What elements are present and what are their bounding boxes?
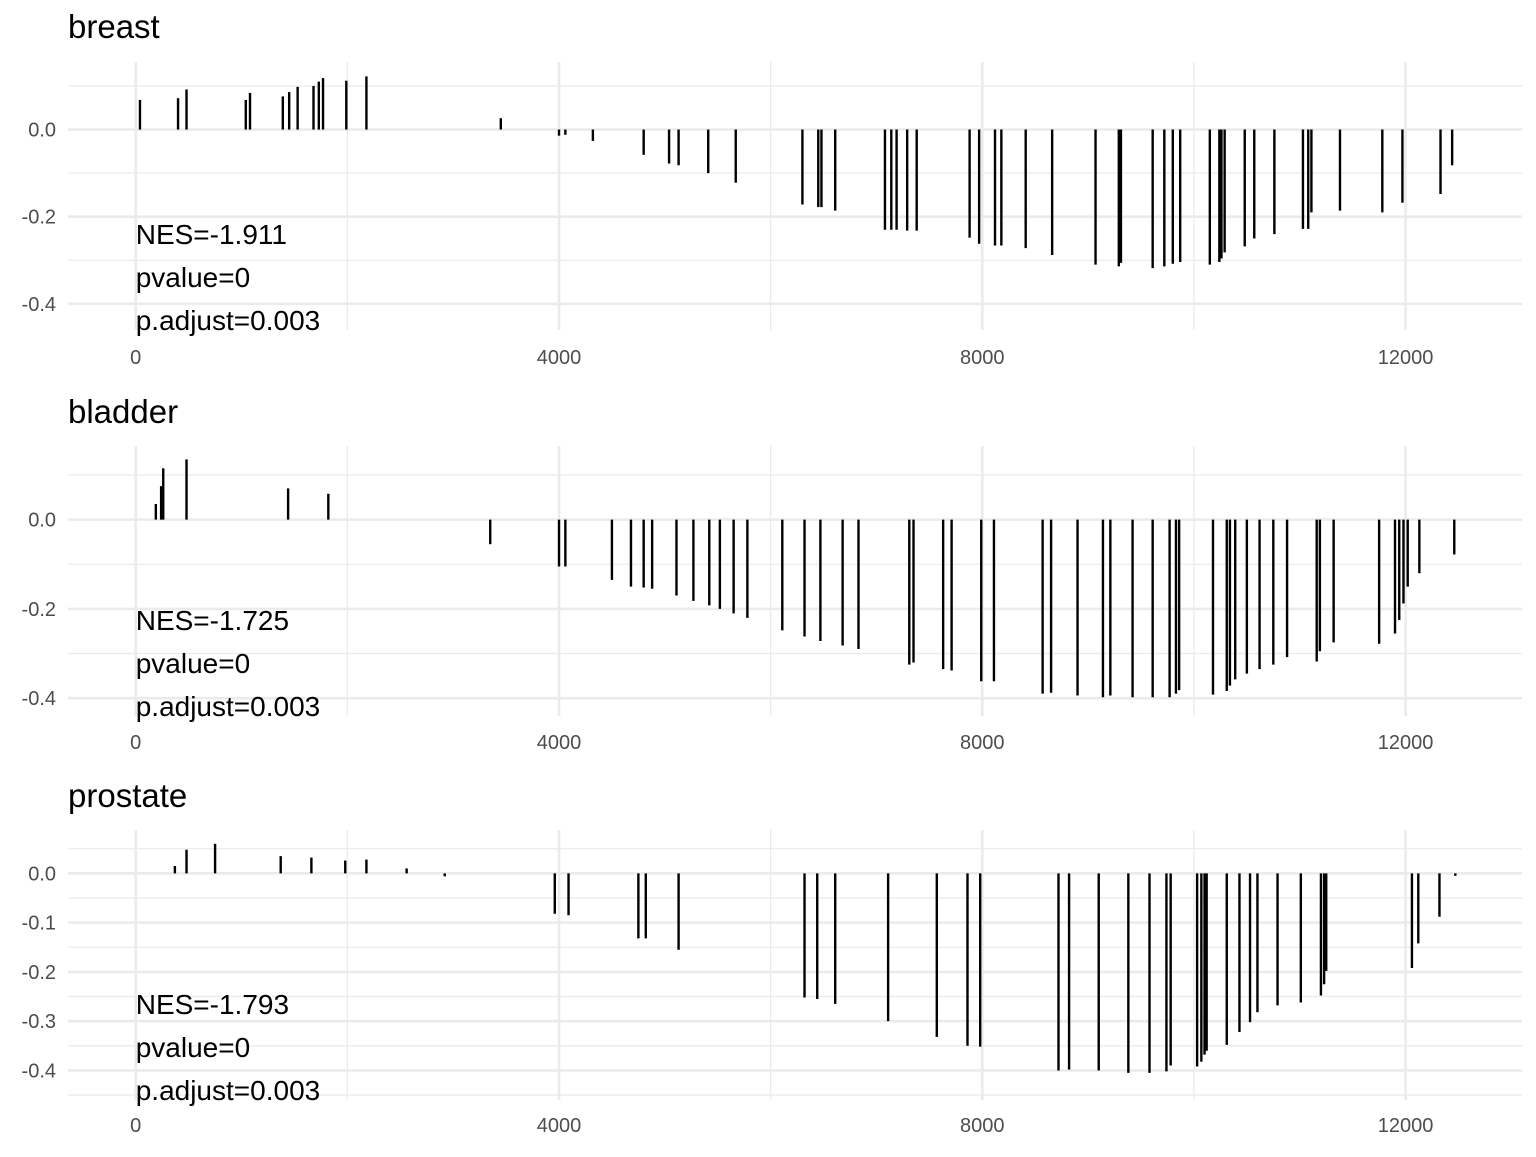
x-tick-label: 12000 [1378,1115,1434,1137]
x-tick-label: 0 [130,1115,141,1137]
x-tick-label: 8000 [960,347,1005,369]
x-tick-label: 4000 [537,347,582,369]
stat-annotation: NES=-1.725 [136,605,289,636]
y-tick-label: -0.2 [22,962,56,984]
x-tick-label: 4000 [537,732,582,754]
x-tick-label: 4000 [537,1115,582,1137]
panel-title: bladder [68,393,178,430]
stat-annotation: p.adjust=0.003 [136,1075,321,1106]
panel-breast: breast 0 4000 8000 12000 0.0 -0.2 -0.4 NES=-1.91… [22,8,1522,369]
x-tick-label: 0 [130,732,141,754]
x-tick-label: 8000 [960,732,1005,754]
y-tick-label: -0.4 [22,688,56,710]
y-tick-label: -0.4 [22,1060,56,1082]
stat-annotation: p.adjust=0.003 [136,691,321,722]
y-tick-label: -0.2 [22,599,56,621]
stat-annotation: pvalue=0 [136,1032,250,1063]
x-tick-label: 8000 [960,1115,1005,1137]
y-tick-label: -0.2 [22,207,56,229]
x-tick-label: 12000 [1378,347,1434,369]
y-tick-label: 0.0 [28,510,56,532]
stat-annotation: p.adjust=0.003 [136,305,321,336]
panel-title: breast [68,8,160,45]
stat-annotation: NES=-1.911 [136,219,287,250]
y-tick-label: 0.0 [28,120,56,142]
panel-prostate: prostate 0 4000 8000 12000 0.0 -0.1 -0.2 -0.3 -0.… [22,777,1522,1137]
x-tick-label: 12000 [1378,732,1434,754]
panel-title: prostate [68,777,187,814]
y-tick-label: -0.4 [22,294,56,316]
stat-annotation: pvalue=0 [136,262,250,293]
stat-annotation: pvalue=0 [136,648,250,679]
y-tick-label: 0.0 [28,863,56,885]
panel-bladder: bladder 0 4000 8000 12000 0.0 -0.2 -0.4 NES=-1.7… [22,393,1522,754]
y-tick-label: -0.3 [22,1011,56,1033]
y-tick-label: -0.1 [22,913,56,935]
x-tick-label: 0 [130,347,141,369]
stat-annotation: NES=-1.793 [136,989,289,1020]
